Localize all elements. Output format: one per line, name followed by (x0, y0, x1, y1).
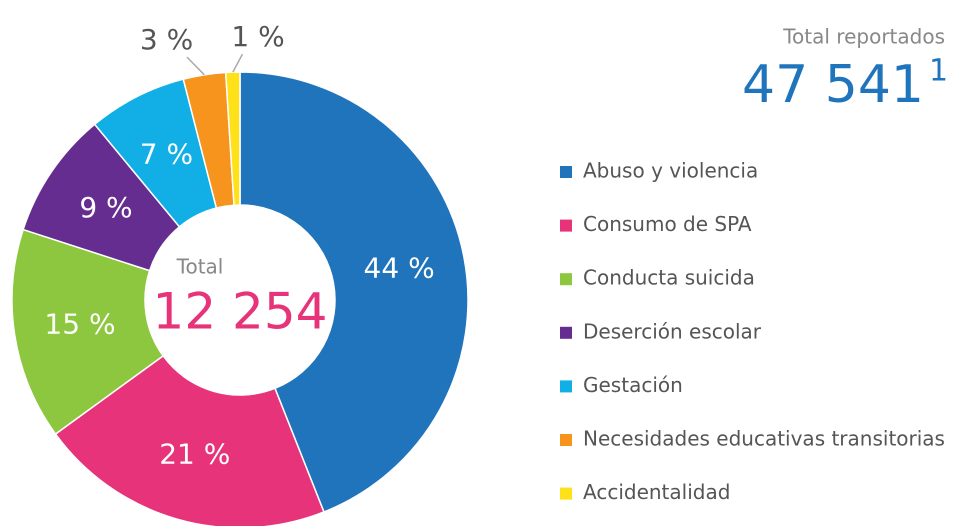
legend-swatch (560, 434, 572, 446)
legend-swatch (560, 487, 572, 500)
legend-swatch (560, 273, 572, 286)
slice-label: 15 % (44, 307, 115, 340)
center-label: Total (176, 255, 224, 279)
slice-label: 3 % (140, 23, 193, 56)
total-value: 47 541 (742, 55, 924, 115)
legend-swatch (560, 219, 572, 232)
legend-label: Gestación (583, 373, 683, 397)
slice-label: 1 % (231, 20, 284, 53)
slice-label: 44 % (364, 252, 435, 285)
legend-swatch (560, 166, 572, 178)
leader-line (186, 56, 205, 76)
legend-swatch (560, 326, 572, 339)
legend-label: Deserción escolar (583, 319, 762, 343)
slice (239, 71, 469, 513)
slice (11, 228, 165, 436)
slice-label: 9 % (79, 191, 132, 224)
total-label: Total reportados (782, 25, 945, 49)
legend-label: Abuso y violencia (583, 159, 758, 183)
legend-label: Necesidades educativas transitorias (583, 427, 945, 451)
total-note: 1 (929, 54, 948, 89)
slice-label: 21 % (159, 438, 230, 471)
slice (54, 354, 325, 526)
slice-label: 7 % (140, 138, 193, 171)
center-value: 12 254 (153, 283, 328, 341)
legend-swatch (560, 380, 572, 393)
legend-label: Consumo de SPA (583, 212, 752, 236)
legend-label: Conducta suicida (583, 266, 755, 290)
leader-line (232, 53, 244, 73)
legend-label: Accidentalidad (583, 480, 730, 504)
slice (224, 71, 241, 206)
